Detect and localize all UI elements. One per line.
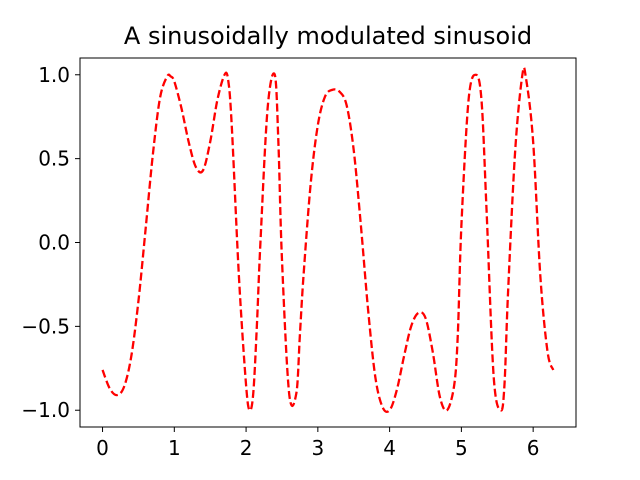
x-tick-label: 0 xyxy=(96,436,109,460)
x-tick-label: 4 xyxy=(383,436,396,460)
y-tick-label: 1.0 xyxy=(38,63,70,87)
y-tick-label: 0.0 xyxy=(38,231,70,255)
x-tick-label: 5 xyxy=(455,436,468,460)
x-tick-label: 3 xyxy=(311,436,324,460)
y-tick-label: −1.0 xyxy=(21,398,70,422)
x-tick-label: 2 xyxy=(240,436,253,460)
x-tick-label: 1 xyxy=(168,436,181,460)
x-tick-label: 6 xyxy=(527,436,540,460)
chart-title: A sinusoidally modulated sinusoid xyxy=(123,22,533,50)
series-line xyxy=(101,66,555,413)
plot-area-frame xyxy=(79,57,577,428)
y-tick-label: 0.5 xyxy=(38,147,70,171)
y-tick-label: −0.5 xyxy=(21,314,70,338)
